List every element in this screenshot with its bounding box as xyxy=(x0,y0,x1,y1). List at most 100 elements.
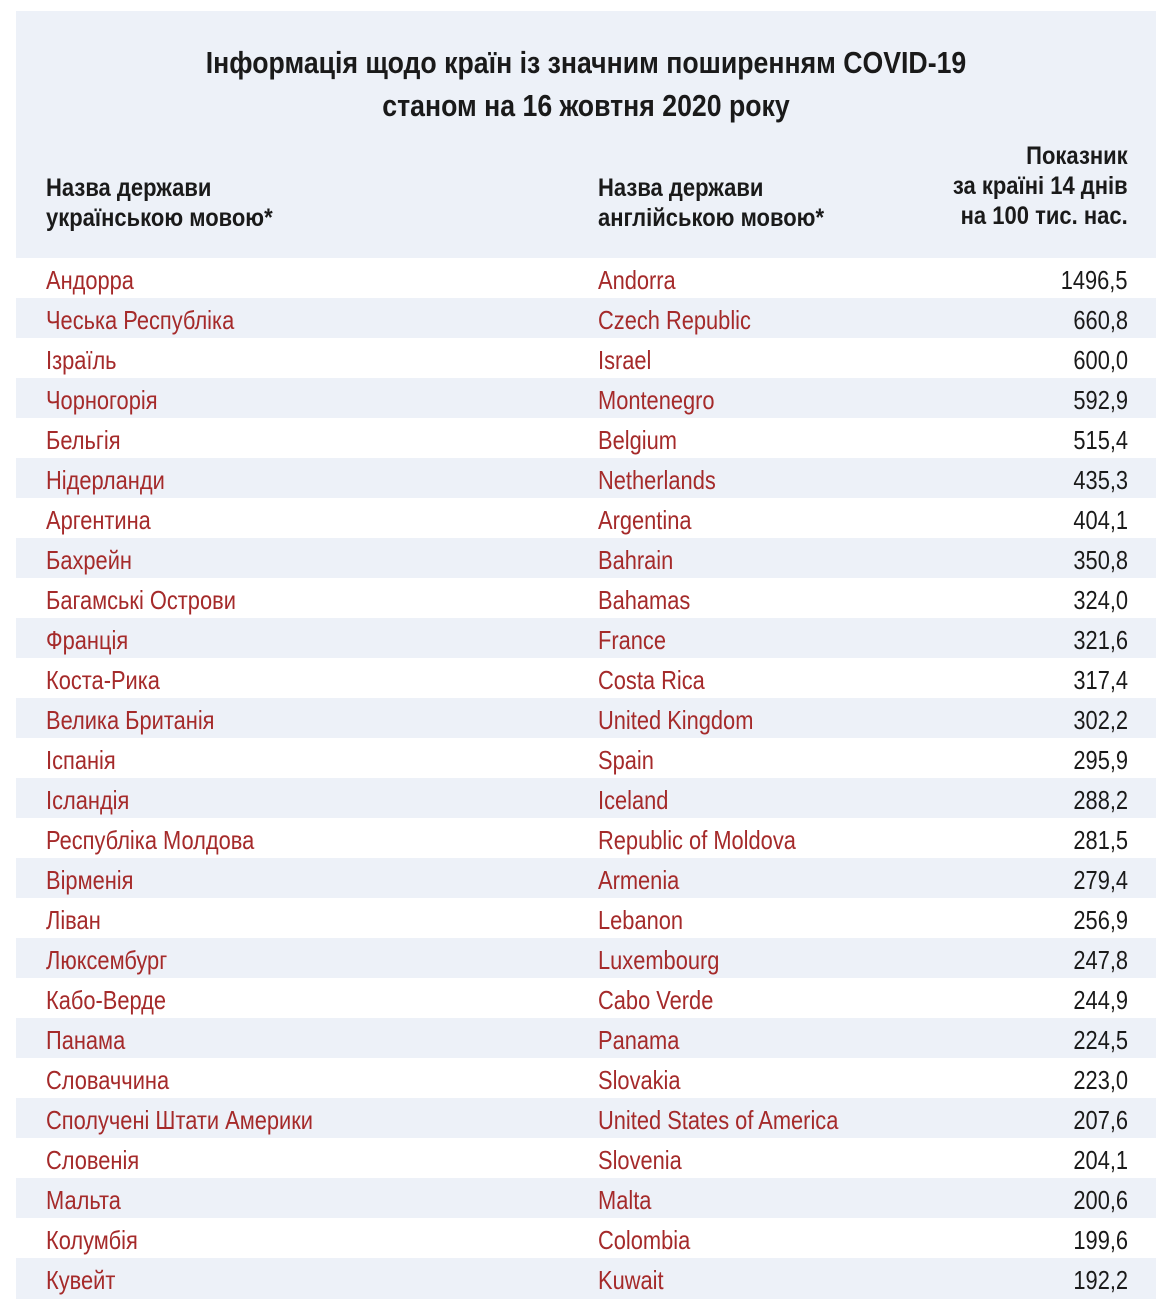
country-name-english: Netherlands xyxy=(598,465,716,495)
indicator-value: 350,8 xyxy=(1073,545,1128,575)
table-row: Франція France 321,6 xyxy=(16,618,1156,658)
table-row: Ліван Lebanon 256,9 xyxy=(16,898,1156,938)
indicator-value: 1496,5 xyxy=(1061,265,1128,295)
country-name-english: Kuwait xyxy=(598,1265,664,1295)
country-name-ukrainian: Бельгія xyxy=(46,425,121,455)
column-header-indicator: Показник за країні 14 днів на 100 тис. н… xyxy=(953,141,1128,231)
country-name-english: Argentina xyxy=(598,505,692,535)
column-header-ukrainian-name: Назва держави українською мовою* xyxy=(46,173,273,233)
country-name-english: Bahrain xyxy=(598,545,674,575)
country-name-english: United Kingdom xyxy=(598,705,754,735)
table-row: Словенія Slovenia 204,1 xyxy=(16,1138,1156,1178)
table-row: Нідерланди Netherlands 435,3 xyxy=(16,458,1156,498)
country-name-english: Israel xyxy=(598,345,652,375)
country-name-english: France xyxy=(598,625,666,655)
indicator-value: 302,2 xyxy=(1073,705,1128,735)
country-name-english: Slovakia xyxy=(598,1065,681,1095)
country-name-ukrainian: Колумбія xyxy=(46,1225,138,1255)
country-name-english: United States of America xyxy=(598,1105,839,1135)
table-row: Коста-Рика Costa Rica 317,4 xyxy=(16,658,1156,698)
indicator-value: 200,6 xyxy=(1073,1185,1128,1215)
country-name-ukrainian: Ліван xyxy=(46,905,101,935)
country-name-ukrainian: Франція xyxy=(46,625,129,655)
country-name-ukrainian: Панама xyxy=(46,1025,126,1055)
table-row: Панама Panama 224,5 xyxy=(16,1018,1156,1058)
table-row: Ісландія Iceland 288,2 xyxy=(16,778,1156,818)
indicator-value: 279,4 xyxy=(1073,865,1128,895)
country-name-ukrainian: Кувейт xyxy=(46,1265,116,1295)
country-name-english: Andorra xyxy=(598,265,676,295)
indicator-value: 256,9 xyxy=(1073,905,1128,935)
country-name-ukrainian: Чеська Республіка xyxy=(46,305,235,335)
indicator-value: 324,0 xyxy=(1073,585,1128,615)
indicator-value: 317,4 xyxy=(1073,665,1128,695)
table-row: Аргентина Argentina 404,1 xyxy=(16,498,1156,538)
country-name-ukrainian: Бахрейн xyxy=(46,545,132,575)
indicator-value: 224,5 xyxy=(1073,1025,1128,1055)
country-name-english: Malta xyxy=(598,1185,652,1215)
country-name-english: Republic of Moldova xyxy=(598,825,796,855)
column-header-ukrainian-line-2: українською мовою* xyxy=(46,204,273,232)
country-name-ukrainian: Кабо-Верде xyxy=(46,985,167,1015)
indicator-value: 515,4 xyxy=(1073,425,1128,455)
country-name-english: Cabo Verde xyxy=(598,985,714,1015)
country-name-english: Czech Republic xyxy=(598,305,751,335)
indicator-value: 435,3 xyxy=(1073,465,1128,495)
country-name-ukrainian: Нідерланди xyxy=(46,465,165,495)
table-row: Словаччина Slovakia 223,0 xyxy=(16,1058,1156,1098)
country-name-ukrainian: Республіка Молдова xyxy=(46,825,255,855)
country-name-english: Luxembourg xyxy=(598,945,720,975)
country-name-english: Lebanon xyxy=(598,905,684,935)
indicator-value: 404,1 xyxy=(1073,505,1128,535)
table-row: Вірменія Armenia 279,4 xyxy=(16,858,1156,898)
column-header-english-line-1: Назва держави xyxy=(598,174,764,202)
column-header-indicator-line-2: за країні 14 днів xyxy=(953,172,1128,200)
indicator-value: 207,6 xyxy=(1073,1105,1128,1135)
country-name-ukrainian: Мальта xyxy=(46,1185,121,1215)
table-row: Мальта Malta 200,6 xyxy=(16,1178,1156,1218)
country-name-ukrainian: Коста-Рика xyxy=(46,665,160,695)
table-row: Люксембург Luxembourg 247,8 xyxy=(16,938,1156,978)
country-name-english: Colombia xyxy=(598,1225,691,1255)
table-row: Іспанія Spain 295,9 xyxy=(16,738,1156,778)
table-row: Кувейт Kuwait 192,2 xyxy=(16,1258,1156,1298)
indicator-value: 223,0 xyxy=(1073,1065,1128,1095)
table-row: Багамські Острови Bahamas 324,0 xyxy=(16,578,1156,618)
indicator-value: 288,2 xyxy=(1073,785,1128,815)
country-name-english: Costa Rica xyxy=(598,665,705,695)
country-name-ukrainian: Сполучені Штати Америки xyxy=(46,1105,313,1135)
table-row: Колумбія Colombia 199,6 xyxy=(16,1218,1156,1258)
title-line-1: Інформація щодо країн із значним поширен… xyxy=(205,45,967,80)
table-row: Велика Британія United Kingdom 302,2 xyxy=(16,698,1156,738)
title-line-2: станом на 16 жовтня 2020 року xyxy=(382,88,790,123)
table-row: Бельгія Belgium 515,4 xyxy=(16,418,1156,458)
country-name-ukrainian: Ісландія xyxy=(46,785,130,815)
indicator-value: 199,6 xyxy=(1073,1225,1128,1255)
country-name-ukrainian: Словаччина xyxy=(46,1065,170,1095)
country-name-ukrainian: Багамські Острови xyxy=(46,585,236,615)
table-row: Кабо-Верде Cabo Verde 244,9 xyxy=(16,978,1156,1018)
country-name-english: Belgium xyxy=(598,425,677,455)
country-name-english: Spain xyxy=(598,745,654,775)
indicator-value: 247,8 xyxy=(1073,945,1128,975)
country-name-english: Panama xyxy=(598,1025,680,1055)
indicator-value: 192,2 xyxy=(1073,1265,1128,1295)
country-name-ukrainian: Словенія xyxy=(46,1145,140,1175)
country-name-ukrainian: Андорра xyxy=(46,265,134,295)
indicator-value: 660,8 xyxy=(1073,305,1128,335)
country-name-english: Slovenia xyxy=(598,1145,682,1175)
country-name-english: Iceland xyxy=(598,785,669,815)
country-table: Андорра Andorra 1496,5 Чеська Республіка Cze… xyxy=(16,258,1156,1298)
column-header-indicator-line-3: на 100 тис. нас. xyxy=(960,202,1128,230)
table-row: Бахрейн Bahrain 350,8 xyxy=(16,538,1156,578)
indicator-value: 295,9 xyxy=(1073,745,1128,775)
country-name-english: Bahamas xyxy=(598,585,691,615)
table-row: Андорра Andorra 1496,5 xyxy=(16,258,1156,298)
table-row: Чеська Республіка Czech Republic 660,8 xyxy=(16,298,1156,338)
country-name-ukrainian: Велика Британія xyxy=(46,705,215,735)
column-header-indicator-line-1: Показник xyxy=(1026,142,1128,170)
indicator-value: 600,0 xyxy=(1073,345,1128,375)
page-title: Інформація щодо країн із значним поширен… xyxy=(96,41,1076,127)
country-name-ukrainian: Іспанія xyxy=(46,745,116,775)
indicator-value: 244,9 xyxy=(1073,985,1128,1015)
